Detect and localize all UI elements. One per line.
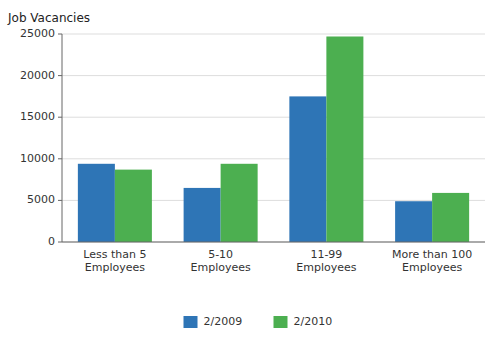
x-axis: Less than 5Employees5-10Employees11-99Em…	[83, 248, 472, 274]
bar	[289, 96, 326, 242]
grid	[62, 34, 485, 242]
y-tick-label: 20000	[20, 69, 55, 82]
legend-label: 2/2009	[204, 315, 243, 328]
y-tick-label: 25000	[20, 27, 55, 40]
legend-swatch	[184, 316, 198, 328]
grid-line	[62, 75, 485, 76]
y-tick	[58, 117, 62, 118]
x-tick-label-line: Employees	[402, 261, 462, 274]
x-tick-label-line: Employees	[85, 261, 145, 274]
x-tick-label: Less than 5Employees	[83, 248, 146, 274]
bar	[395, 201, 432, 242]
x-axis-line	[62, 242, 485, 243]
bars	[78, 36, 469, 242]
y-tick-label: 0	[48, 235, 55, 248]
y-tick	[58, 200, 62, 201]
bar	[184, 188, 221, 242]
y-tick-label: 10000	[20, 152, 55, 165]
legend-swatch	[274, 316, 288, 328]
bar	[221, 164, 258, 242]
y-axis-label: Job Vacancies	[7, 11, 90, 25]
bar	[78, 164, 115, 242]
grid-line	[62, 34, 485, 35]
y-tick	[58, 242, 62, 243]
bar	[326, 36, 363, 242]
y-tick-label: 5000	[27, 193, 55, 206]
y-tick-label: 15000	[20, 110, 55, 123]
x-tick-label-line: 5-10	[208, 248, 233, 261]
x-tick-label: More than 100Employees	[392, 248, 472, 274]
y-tick	[58, 75, 62, 76]
x-tick-label-line: Employees	[296, 261, 356, 274]
x-tick-label: 11-99Employees	[296, 248, 356, 274]
x-tick-label-line: 11-99	[310, 248, 342, 261]
y-tick	[58, 158, 62, 159]
grid-line	[62, 242, 485, 243]
x-tick-label-line: Employees	[191, 261, 251, 274]
x-tick-label: 5-10Employees	[191, 248, 251, 274]
legend: 2/2009 2/2010	[184, 315, 333, 328]
grid-line	[62, 158, 485, 159]
legend-label: 2/2010	[294, 315, 333, 328]
y-tick	[58, 34, 62, 35]
x-tick-label-line: Less than 5	[83, 248, 146, 261]
bar	[432, 193, 469, 242]
chart-container: 0500010000150002000025000Less than 5Empl…	[0, 0, 500, 350]
chart-svg: 0500010000150002000025000Less than 5Empl…	[0, 0, 500, 350]
y-axis: 0 5000 10000 15000 20000 25000	[20, 27, 62, 248]
x-tick-label-line: More than 100	[392, 248, 472, 261]
grid-line	[62, 117, 485, 118]
y-axis-line	[62, 34, 63, 242]
bar	[115, 170, 152, 242]
